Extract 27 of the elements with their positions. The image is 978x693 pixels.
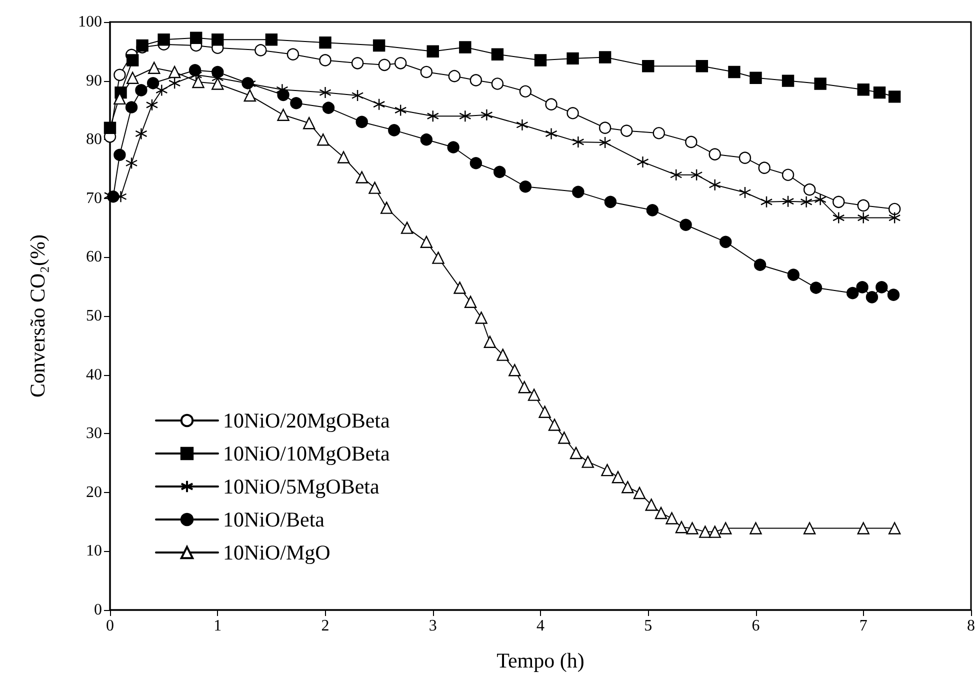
x-tick-label: 1: [214, 618, 222, 634]
y-tick-label: 60: [86, 248, 102, 266]
x-tick-label: 8: [967, 618, 975, 634]
y-tick-label: 100: [78, 14, 102, 30]
x-tick-label: 5: [644, 618, 652, 634]
x-tick-label: 3: [428, 618, 437, 634]
x-tick-label: 7: [859, 618, 868, 634]
y-tick-label: 70: [86, 190, 102, 207]
y-axis-title: Conversão CO₂(%): [26, 234, 50, 398]
legend-label: 10NiO/10MgOBeta: [223, 442, 390, 466]
y-tick-label: 80: [86, 131, 102, 148]
x-tick-label: 2: [321, 618, 330, 634]
y-tick-label: 0: [94, 602, 102, 618]
y-tick-label: 30: [86, 425, 102, 442]
legend-label: 10NiO/Beta: [223, 508, 326, 532]
x-tick-label: 6: [752, 618, 760, 634]
legend-label: 10NiO/MgO: [223, 540, 330, 564]
x-tick-label: 0: [106, 618, 114, 634]
y-tick-label: 50: [86, 308, 102, 324]
y-tick-label: 20: [86, 484, 102, 501]
y-tick-label: 40: [86, 366, 102, 384]
legend-label: 10NiO/20MgOBeta: [223, 408, 390, 432]
y-tick-label: 10: [86, 542, 102, 560]
x-tick-label: 4: [536, 618, 544, 634]
y-tick-label: 90: [86, 72, 102, 90]
x-axis-title: Tempo (h): [496, 648, 584, 672]
legend-label: 10NiO/5MgOBeta: [223, 474, 380, 498]
